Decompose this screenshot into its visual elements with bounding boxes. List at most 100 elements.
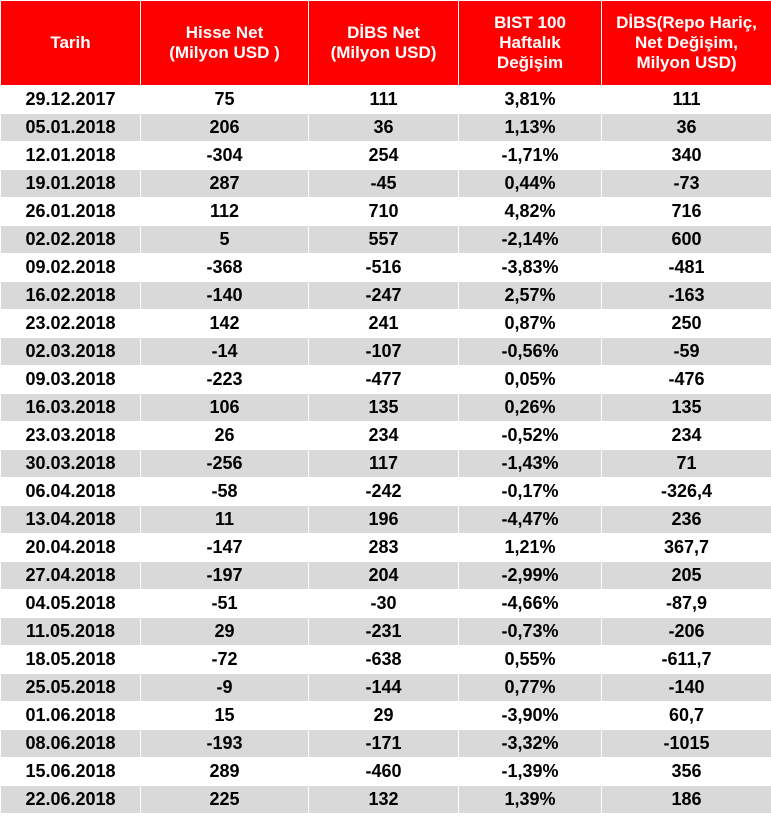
date-cell: 01.06.2018 <box>0 701 141 730</box>
bist100-change-cell: -1,39% <box>458 757 602 786</box>
table-body: 29.12.2017 75 111 3,81% 111 05.01.2018 206 36 1,… <box>0 85 771 814</box>
header-bond-net-change-ex-repo-line: Milyon USD) <box>636 53 737 72</box>
date-cell: 18.05.2018 <box>0 645 141 674</box>
bist100-change-cell: -3,90% <box>458 701 602 730</box>
date-cell: 06.04.2018 <box>0 477 141 506</box>
date-cell: 22.06.2018 <box>0 785 141 814</box>
equity-net-cell: -223 <box>140 365 309 394</box>
table-row: 16.02.2018 -140 -247 2,57% -163 <box>0 281 771 310</box>
bond-net-change-cell: -163 <box>601 281 771 310</box>
bond-net-cell: -30 <box>308 589 459 618</box>
bond-net-change-cell: -476 <box>601 365 771 394</box>
bist100-change-cell: 1,21% <box>458 533 602 562</box>
bond-net-change-cell: -206 <box>601 617 771 646</box>
date-cell: 16.02.2018 <box>0 281 141 310</box>
equity-net-cell: -256 <box>140 449 309 478</box>
bist100-change-cell: -0,17% <box>458 477 602 506</box>
table-row: 15.06.2018 289 -460 -1,39% 356 <box>0 757 771 786</box>
bist100-change-cell: 0,55% <box>458 645 602 674</box>
date-cell: 11.05.2018 <box>0 617 141 646</box>
bond-net-cell: 117 <box>308 449 459 478</box>
header-bond-net-line: (Milyon USD) <box>330 43 437 62</box>
header-bist100-weekly-change-line: Değişim <box>496 53 564 72</box>
equity-net-cell: 206 <box>140 113 309 142</box>
bond-net-cell: 36 <box>308 113 459 142</box>
bond-net-cell: 132 <box>308 785 459 814</box>
table-row: 11.05.2018 29 -231 -0,73% -206 <box>0 617 771 646</box>
bond-net-change-cell: 36 <box>601 113 771 142</box>
table-row: 16.03.2018 106 135 0,26% 135 <box>0 393 771 422</box>
bist100-change-cell: -2,14% <box>458 225 602 254</box>
table-row: 02.03.2018 -14 -107 -0,56% -59 <box>0 337 771 366</box>
table-row: 29.12.2017 75 111 3,81% 111 <box>0 85 771 114</box>
equity-net-cell: 75 <box>140 85 309 114</box>
date-cell: 19.01.2018 <box>0 169 141 198</box>
equity-net-cell: -304 <box>140 141 309 170</box>
equity-net-cell: -147 <box>140 533 309 562</box>
bond-net-change-cell: -326,4 <box>601 477 771 506</box>
equity-net-cell: 15 <box>140 701 309 730</box>
equity-net-cell: 142 <box>140 309 309 338</box>
bond-net-cell: -247 <box>308 281 459 310</box>
bond-net-cell: 710 <box>308 197 459 226</box>
bist100-change-cell: -1,71% <box>458 141 602 170</box>
bond-net-cell: -107 <box>308 337 459 366</box>
date-cell: 02.02.2018 <box>0 225 141 254</box>
equity-net-cell: -140 <box>140 281 309 310</box>
bond-net-change-cell: -59 <box>601 337 771 366</box>
date-cell: 09.02.2018 <box>0 253 141 282</box>
table-row: 01.06.2018 15 29 -3,90% 60,7 <box>0 701 771 730</box>
date-cell: 23.03.2018 <box>0 421 141 450</box>
header-bist100-weekly-change: BIST 100 Haftalık Değişim <box>458 0 602 86</box>
bond-net-change-cell: 186 <box>601 785 771 814</box>
table-row: 26.01.2018 112 710 4,82% 716 <box>0 197 771 226</box>
equity-net-cell: 5 <box>140 225 309 254</box>
bond-net-cell: 234 <box>308 421 459 450</box>
bond-net-cell: -45 <box>308 169 459 198</box>
bond-net-cell: -231 <box>308 617 459 646</box>
bond-net-cell: 196 <box>308 505 459 534</box>
equity-net-cell: -51 <box>140 589 309 618</box>
date-cell: 29.12.2017 <box>0 85 141 114</box>
bond-net-change-cell: -73 <box>601 169 771 198</box>
table-row: 23.02.2018 142 241 0,87% 250 <box>0 309 771 338</box>
header-date: Tarih <box>0 0 141 86</box>
bist100-change-cell: -4,66% <box>458 589 602 618</box>
bond-net-cell: 135 <box>308 393 459 422</box>
table-row: 05.01.2018 206 36 1,13% 36 <box>0 113 771 142</box>
date-cell: 02.03.2018 <box>0 337 141 366</box>
bond-net-cell: 111 <box>308 85 459 114</box>
bist100-change-cell: -1,43% <box>458 449 602 478</box>
date-cell: 20.04.2018 <box>0 533 141 562</box>
equity-net-cell: 11 <box>140 505 309 534</box>
bist100-change-cell: 0,44% <box>458 169 602 198</box>
date-cell: 09.03.2018 <box>0 365 141 394</box>
header-bond-net-line: DİBS Net <box>347 23 420 42</box>
bond-net-change-cell: 250 <box>601 309 771 338</box>
bond-net-change-cell: 205 <box>601 561 771 590</box>
date-cell: 23.02.2018 <box>0 309 141 338</box>
equity-net-cell: 106 <box>140 393 309 422</box>
bond-net-change-cell: -87,9 <box>601 589 771 618</box>
bist100-change-cell: -3,32% <box>458 729 602 758</box>
bist100-change-cell: 0,87% <box>458 309 602 338</box>
bond-net-change-cell: 71 <box>601 449 771 478</box>
header-bond-net-change-ex-repo: DİBS(Repo Hariç, Net Değişim, Milyon USD) <box>601 0 771 86</box>
table-row: 22.06.2018 225 132 1,39% 186 <box>0 785 771 814</box>
table-row: 09.03.2018 -223 -477 0,05% -476 <box>0 365 771 394</box>
bond-net-change-cell: -140 <box>601 673 771 702</box>
bond-net-change-cell: 135 <box>601 393 771 422</box>
header-bist100-weekly-change-line: BIST 100 <box>494 13 566 32</box>
equity-net-cell: -193 <box>140 729 309 758</box>
bond-net-change-cell: 340 <box>601 141 771 170</box>
equity-net-cell: 289 <box>140 757 309 786</box>
bond-net-cell: -242 <box>308 477 459 506</box>
bond-net-cell: 254 <box>308 141 459 170</box>
bond-net-cell: -638 <box>308 645 459 674</box>
date-cell: 13.04.2018 <box>0 505 141 534</box>
bist100-change-cell: -0,73% <box>458 617 602 646</box>
equity-net-cell: 225 <box>140 785 309 814</box>
table-row: 23.03.2018 26 234 -0,52% 234 <box>0 421 771 450</box>
date-cell: 05.01.2018 <box>0 113 141 142</box>
bist100-change-cell: 3,81% <box>458 85 602 114</box>
